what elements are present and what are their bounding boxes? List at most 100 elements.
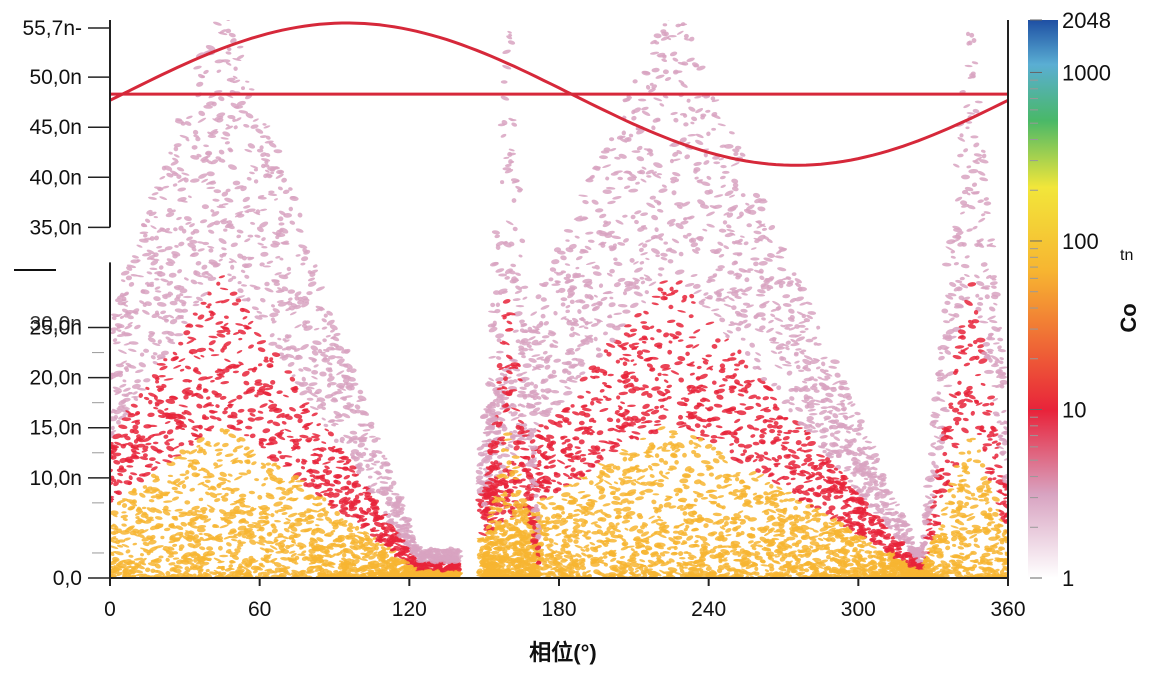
density-point — [895, 503, 900, 506]
density-point — [723, 244, 730, 250]
density-point — [208, 335, 218, 338]
density-point — [261, 246, 268, 249]
density-point — [594, 294, 599, 298]
density-point — [221, 247, 227, 251]
density-point — [755, 402, 762, 408]
density-point — [133, 324, 141, 330]
density-point — [160, 536, 164, 539]
density-point — [173, 153, 180, 158]
density-point — [661, 184, 667, 189]
density-point — [737, 393, 744, 397]
density-point — [235, 323, 244, 327]
density-point — [244, 434, 250, 436]
density-point — [122, 417, 132, 421]
density-point — [666, 16, 671, 21]
density-point — [315, 285, 325, 292]
density-point — [145, 567, 151, 572]
density-point — [230, 265, 234, 270]
density-point — [574, 446, 581, 450]
density-point — [540, 314, 546, 319]
density-point — [322, 461, 331, 466]
density-point — [607, 200, 616, 205]
density-point — [297, 212, 304, 219]
density-point — [206, 546, 213, 551]
density-point — [816, 325, 821, 330]
density-point — [287, 289, 295, 294]
density-point — [658, 187, 668, 193]
density-point — [730, 161, 740, 167]
density-point — [172, 487, 179, 491]
density-point — [272, 352, 281, 358]
density-point — [251, 460, 258, 466]
density-point — [227, 398, 237, 404]
density-point — [244, 572, 250, 574]
density-point — [311, 370, 318, 375]
density-point — [110, 510, 119, 515]
density-point — [713, 403, 722, 408]
density-point — [183, 296, 193, 298]
density-point — [224, 453, 233, 458]
density-point — [184, 365, 191, 370]
density-point — [777, 351, 782, 355]
density-point — [178, 357, 186, 362]
density-point — [633, 290, 643, 297]
density-point — [308, 277, 316, 282]
density-point — [165, 420, 171, 424]
density-point — [262, 428, 271, 434]
density-point — [178, 241, 185, 247]
density-point — [570, 404, 575, 408]
density-point — [705, 321, 714, 326]
density-point — [211, 354, 220, 356]
density-point — [666, 384, 672, 389]
density-point — [172, 183, 177, 187]
density-point — [240, 269, 245, 274]
density-point — [169, 272, 177, 278]
density-point — [889, 497, 896, 500]
density-point — [613, 257, 618, 261]
density-point — [632, 79, 638, 84]
density-point — [595, 208, 604, 213]
density-point — [673, 117, 679, 123]
density-point — [711, 435, 718, 439]
density-point — [273, 500, 284, 507]
density-point — [596, 352, 604, 358]
density-point — [737, 349, 742, 354]
density-point — [193, 355, 201, 360]
density-point — [585, 231, 594, 235]
density-point — [656, 328, 662, 333]
density-point — [237, 328, 247, 335]
density-point — [820, 356, 828, 360]
density-point — [762, 396, 769, 401]
density-point — [801, 443, 808, 446]
density-point — [223, 228, 228, 231]
density-point — [193, 65, 202, 70]
density-point — [251, 306, 259, 311]
density-point — [203, 144, 209, 147]
density-point — [237, 281, 242, 285]
density-point — [236, 349, 243, 354]
density-point — [795, 427, 803, 430]
density-point — [312, 264, 318, 269]
density-point — [159, 175, 166, 180]
density-point — [641, 324, 650, 330]
density-point — [720, 165, 727, 168]
density-point — [233, 475, 243, 481]
density-point — [271, 304, 276, 308]
density-point — [722, 171, 730, 174]
density-point — [214, 497, 221, 502]
density-point — [148, 196, 158, 200]
density-point — [391, 493, 400, 496]
density-point — [150, 568, 156, 573]
density-point — [753, 357, 761, 363]
density-point — [307, 398, 314, 401]
density-point — [289, 311, 297, 316]
density-point — [118, 424, 128, 430]
density-point — [551, 259, 560, 265]
density-point — [617, 277, 626, 283]
density-point — [644, 289, 650, 294]
density-point — [163, 434, 169, 439]
density-point — [225, 51, 231, 55]
density-point — [668, 340, 673, 344]
density-point — [168, 151, 173, 155]
density-point — [630, 214, 636, 219]
